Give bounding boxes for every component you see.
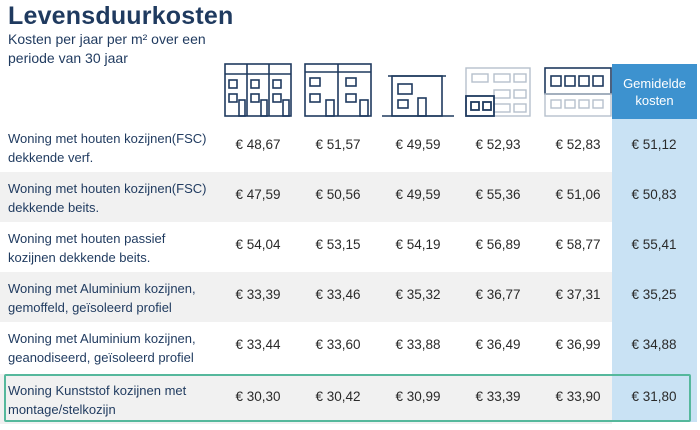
cost-cell: € 58,77	[555, 237, 601, 252]
cost-cell: € 35,32	[395, 287, 441, 302]
cost-cell: € 33,90	[555, 389, 601, 404]
average-column-header: Gemidelde kosten	[612, 64, 697, 119]
cost-cell: € 36,77	[475, 287, 521, 302]
highlight-frame	[4, 374, 691, 422]
cost-cell: € 55,36	[475, 187, 521, 202]
cost-cell: € 33,39	[235, 287, 281, 302]
cost-cell: € 30,42	[315, 389, 361, 404]
table-row: Woning met houten passief kozijnen dekke…	[0, 222, 612, 272]
row-block-icon	[544, 67, 612, 117]
average-cost-cell: € 35,25	[631, 287, 677, 302]
cost-cell: € 30,99	[395, 389, 441, 404]
detached-house-icon	[382, 75, 454, 117]
cost-cell: € 33,44	[235, 337, 281, 352]
average-cost-cell: € 55,41	[631, 237, 677, 252]
cost-cell: € 33,60	[315, 337, 361, 352]
row-label: Woning met houten kozijnen(FSC) dekkende…	[8, 181, 207, 215]
average-column-background	[612, 64, 697, 422]
cost-cell: € 30,30	[235, 389, 281, 404]
cost-cell: € 50,56	[315, 187, 361, 202]
table-row: Woning Kunststof kozijnen met montage/st…	[0, 374, 612, 424]
table-row: Woning met houten kozijnen(FSC) dekkende…	[0, 172, 612, 222]
row-label: Woning met Aluminium kozijnen, geanodise…	[8, 331, 196, 365]
cost-cell: € 36,49	[475, 337, 521, 352]
cost-cell: € 33,39	[475, 389, 521, 404]
cost-cell: € 49,59	[395, 137, 441, 152]
cost-cell: € 49,59	[395, 187, 441, 202]
cost-cell: € 37,31	[555, 287, 601, 302]
table-row: Woning met Aluminium kozijnen, gemoffeld…	[0, 272, 612, 322]
average-header-label: Gemidelde kosten	[623, 75, 686, 108]
cost-cell: € 54,19	[395, 237, 441, 252]
cost-cell: € 52,83	[555, 137, 601, 152]
average-cost-cell: € 34,88	[631, 337, 677, 352]
row-label: Woning met Aluminium kozijnen, gemoffeld…	[8, 281, 196, 315]
cost-cell: € 52,93	[475, 137, 521, 152]
table-row: Woning met Aluminium kozijnen, geanodise…	[0, 322, 612, 372]
cost-cell: € 36,99	[555, 337, 601, 352]
cost-cell: € 51,57	[315, 137, 361, 152]
double-house-icon	[304, 63, 372, 117]
row-label: Woning met houten passief kozijnen dekke…	[8, 231, 166, 265]
cost-cell: € 33,88	[395, 337, 441, 352]
cost-cell: € 47,59	[235, 187, 281, 202]
cost-cell: € 33,46	[315, 287, 361, 302]
page-subtitle: Kosten per jaar per m² over een periode …	[8, 31, 206, 66]
cost-cell: € 54,04	[235, 237, 281, 252]
row-label: Woning met houten kozijnen(FSC) dekkende…	[8, 131, 207, 165]
cost-cell: € 56,89	[475, 237, 521, 252]
cost-cell: € 48,67	[235, 137, 281, 152]
terraced-houses-icon	[224, 63, 292, 117]
cost-cell: € 53,15	[315, 237, 361, 252]
cost-cell: € 51,06	[555, 187, 601, 202]
row-label: Woning Kunststof kozijnen met montage/st…	[8, 383, 187, 417]
page-title: Levensduurkosten	[8, 2, 234, 30]
average-cost-cell: € 31,80	[631, 389, 677, 404]
average-cost-cell: € 50,83	[631, 187, 677, 202]
table-row: Woning met houten kozijnen(FSC) dekkende…	[0, 122, 612, 172]
average-cost-cell: € 51,12	[631, 137, 677, 152]
apartment-block-icon	[465, 67, 531, 117]
